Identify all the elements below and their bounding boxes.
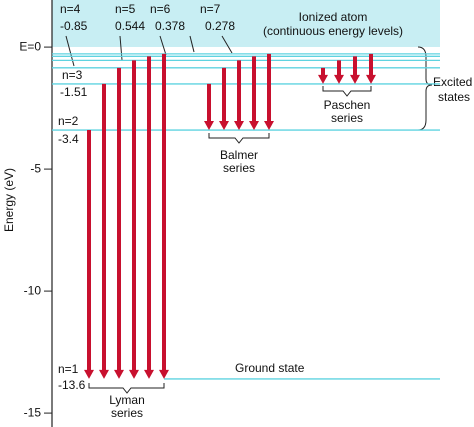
tick-label: -5 bbox=[30, 161, 41, 175]
level-energy: -1.51 bbox=[60, 85, 88, 99]
series-label: series bbox=[223, 161, 255, 175]
level-name: n=3 bbox=[62, 68, 83, 82]
level-energy: -13.6 bbox=[58, 378, 86, 392]
axis-title: Energy (eV) bbox=[2, 168, 16, 232]
transition-arrow bbox=[114, 67, 124, 379]
transition-arrow bbox=[129, 60, 139, 379]
level-energy: 0.378 bbox=[155, 19, 185, 33]
series-label: series bbox=[331, 111, 363, 125]
tick-label: E=0 bbox=[19, 39, 41, 53]
level-energy: 0.278 bbox=[205, 19, 235, 33]
ionized-sublabel: (continuous energy levels) bbox=[263, 24, 403, 38]
level-name: n=1 bbox=[58, 362, 79, 376]
bracket bbox=[208, 133, 270, 144]
level-energy: 0.544 bbox=[115, 19, 145, 33]
transition-arrow bbox=[144, 56, 154, 379]
transition-arrow bbox=[99, 83, 109, 379]
transition-arrow bbox=[84, 130, 94, 379]
transition-arrow bbox=[204, 83, 214, 131]
ground-label: Ground state bbox=[235, 361, 305, 375]
transition-arrow bbox=[318, 67, 328, 84]
level-name: n=7 bbox=[200, 2, 221, 16]
series-label: series bbox=[111, 406, 143, 420]
bracket bbox=[88, 383, 165, 394]
transition-arrow bbox=[159, 53, 169, 379]
transition-arrow bbox=[249, 56, 259, 131]
bracket bbox=[322, 86, 372, 97]
transition-arrow bbox=[334, 60, 344, 84]
excited-label: Excited bbox=[433, 75, 472, 89]
series-label: Paschen bbox=[324, 98, 371, 112]
tick-label: -10 bbox=[24, 283, 42, 297]
ionized-region bbox=[52, 0, 440, 47]
level-name: n=5 bbox=[115, 2, 136, 16]
excited-label: states bbox=[438, 90, 470, 104]
series-label: Lyman bbox=[109, 393, 145, 407]
level-energy: -3.4 bbox=[58, 132, 79, 146]
ionized-label: Ionized atom bbox=[299, 10, 368, 24]
excited-bracket bbox=[417, 46, 433, 131]
transition-arrow bbox=[350, 56, 360, 84]
transition-arrow bbox=[264, 53, 274, 131]
level-name: n=2 bbox=[58, 114, 79, 128]
transition-arrow bbox=[234, 60, 244, 131]
level-name: n=6 bbox=[150, 2, 171, 16]
transition-arrow bbox=[219, 67, 229, 131]
level-energy: -0.85 bbox=[60, 19, 88, 33]
level-name: n=4 bbox=[60, 2, 81, 16]
transition-arrow bbox=[366, 53, 376, 84]
series-label: Balmer bbox=[220, 148, 258, 162]
tick-label: -15 bbox=[24, 405, 42, 419]
